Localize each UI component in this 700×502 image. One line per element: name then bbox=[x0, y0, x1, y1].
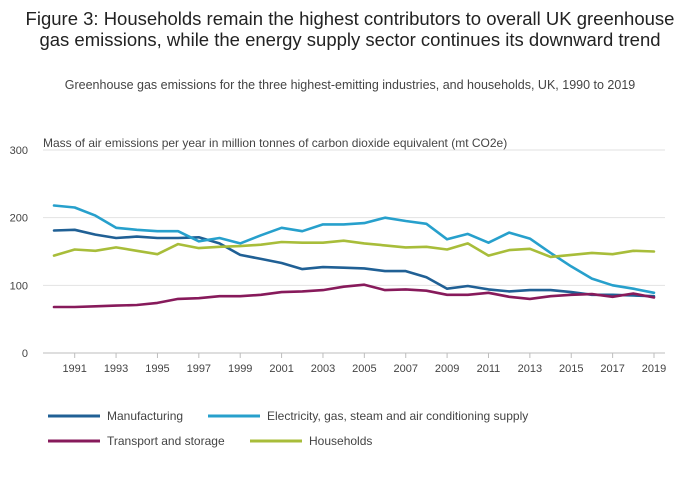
legend-label: Electricity, gas, steam and air conditio… bbox=[267, 409, 528, 423]
legend-label: Households bbox=[309, 434, 372, 448]
y-axis-label: Mass of air emissions per year in millio… bbox=[43, 136, 508, 150]
chart-subtitle: Greenhouse gas emissions for the three h… bbox=[64, 78, 636, 92]
x-tick-label: 2005 bbox=[352, 363, 376, 375]
x-tick-label: 2003 bbox=[311, 363, 335, 375]
y-tick-label: 0 bbox=[22, 348, 28, 360]
x-tick-label: 2017 bbox=[600, 363, 624, 375]
x-tick-label: 2001 bbox=[269, 363, 293, 375]
series-line-2 bbox=[52, 204, 656, 295]
x-tick-label: 2013 bbox=[518, 363, 542, 375]
x-tick-label: 1997 bbox=[187, 363, 211, 375]
series-line-4 bbox=[52, 239, 656, 259]
x-tick-label: 1991 bbox=[62, 363, 86, 375]
x-tick-label: 2009 bbox=[435, 363, 459, 375]
x-tick-label: 1995 bbox=[145, 363, 169, 375]
chart-title: Figure 3: Households remain the highest … bbox=[25, 8, 675, 50]
series-line-1 bbox=[52, 228, 656, 298]
y-tick-label: 200 bbox=[10, 213, 28, 225]
y-tick-label: 100 bbox=[10, 280, 28, 292]
x-tick-label: 2019 bbox=[642, 363, 666, 375]
x-tick-label: 1993 bbox=[104, 363, 128, 375]
x-tick-label: 2011 bbox=[477, 363, 501, 375]
legend-label: Transport and storage bbox=[107, 434, 225, 448]
x-tick-label: 2015 bbox=[559, 363, 583, 375]
x-tick-label: 2007 bbox=[393, 363, 417, 375]
x-tick-label: 1999 bbox=[228, 363, 252, 375]
legend-label: Manufacturing bbox=[107, 409, 183, 423]
series-line-3 bbox=[52, 283, 656, 309]
y-tick-label: 300 bbox=[10, 145, 28, 157]
